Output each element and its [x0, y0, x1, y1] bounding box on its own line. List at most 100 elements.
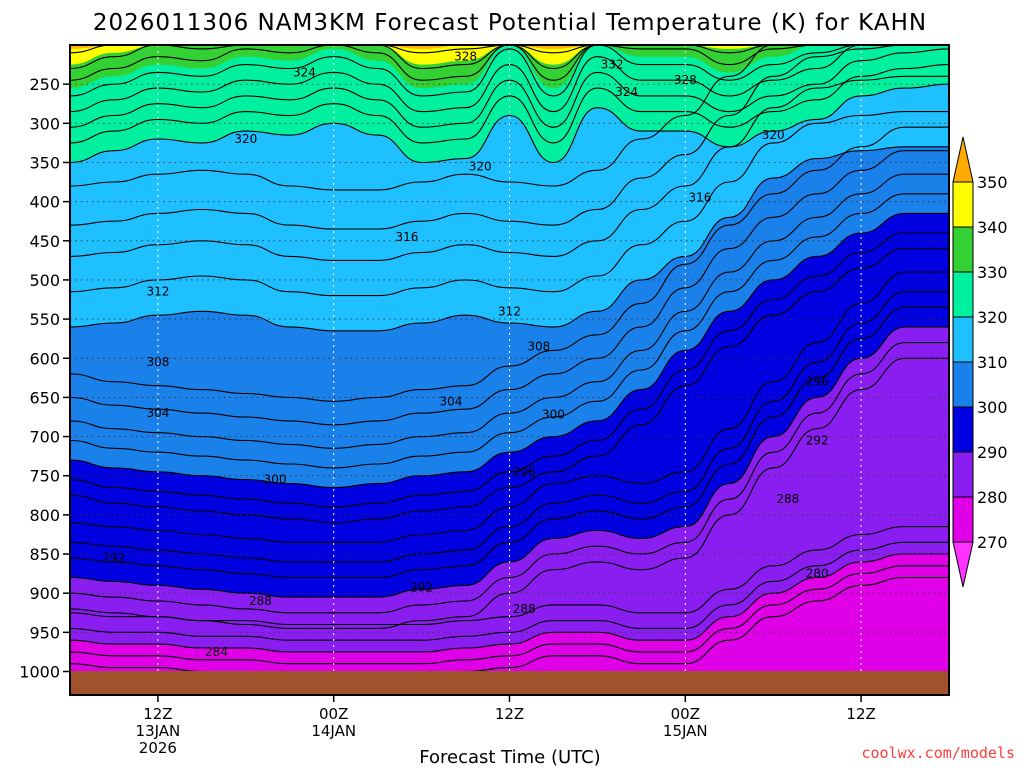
isoline — [70, 111, 949, 297]
y-tick-label: 250 — [29, 75, 60, 94]
contour-label: 280 — [806, 567, 829, 581]
credit-text[interactable]: coolwx.com/models — [861, 744, 1015, 762]
contour-label: 288 — [249, 594, 272, 608]
contour-label: 332 — [601, 58, 624, 72]
isoline — [70, 48, 949, 128]
isoline — [70, 212, 949, 489]
isoline — [70, 64, 949, 144]
y-tick-label: 550 — [29, 310, 60, 329]
band-330-340 — [70, 45, 949, 89]
isoline — [70, 357, 949, 629]
isoline — [70, 83, 949, 164]
isoline — [70, 306, 949, 579]
contour-label: 328 — [454, 50, 477, 64]
y-tick-label: 650 — [29, 388, 60, 407]
colorbar-max-arrow — [952, 136, 974, 183]
isoline — [70, 291, 949, 563]
x-tick-label: 12Z — [495, 705, 524, 723]
ground-surface — [70, 671, 949, 695]
contour-label: 296 — [513, 465, 536, 479]
x-axis-title: Forecast Time (UTC) — [419, 747, 600, 768]
contour-label: 292 — [410, 581, 433, 595]
isoline — [70, 146, 949, 332]
isoline — [70, 45, 949, 230]
band-270-280 — [70, 554, 949, 695]
contour-label: 304 — [146, 406, 169, 420]
contour-label: 300 — [542, 408, 565, 422]
isoline — [70, 271, 949, 543]
colorbar-segment — [952, 226, 974, 273]
contour-label: 288 — [776, 492, 799, 506]
colorbar-segment — [952, 361, 974, 408]
contour-label: 320 — [762, 128, 785, 142]
isoline — [70, 126, 949, 402]
colorbar-min-arrow — [952, 541, 974, 588]
contour-label: 288 — [513, 602, 536, 616]
colorbar-segment — [952, 451, 974, 498]
x-tick-label: 00Z — [319, 705, 348, 723]
chart-title: 2026011306 NAM3KM Forecast Potential Tem… — [93, 10, 927, 36]
isoline — [70, 541, 949, 641]
y-tick-label: 500 — [29, 271, 60, 290]
x-tick-label: 15JAN — [663, 722, 708, 740]
colorbar-segment — [952, 316, 974, 363]
y-tick-label: 850 — [29, 545, 60, 564]
contour-label: 312 — [498, 304, 521, 318]
colorbar: 270 280 290 300 310 320 330 340 350 — [952, 136, 1008, 588]
colorbar-label: 350 — [977, 173, 1008, 192]
contour-label: 292 — [102, 551, 125, 565]
contour-label: 308 — [527, 340, 550, 354]
contour-label: 320 — [234, 132, 257, 146]
contour-labels: 328 324 332 328 324 320 320 320 316 316 312 312 308 3… — [102, 50, 828, 659]
isoline — [70, 150, 949, 426]
colorbar-label: 330 — [977, 263, 1008, 282]
colorbar-segment — [952, 496, 974, 543]
colorbar-segment — [952, 271, 974, 318]
contour-label: 296 — [806, 375, 829, 389]
colorbar-label: 320 — [977, 308, 1008, 327]
contour-label: 320 — [469, 159, 492, 173]
y-tick-label: 600 — [29, 349, 60, 368]
band-280-290 — [70, 326, 949, 695]
y-tick-label: 700 — [29, 428, 60, 447]
contour-label: 308 — [146, 355, 169, 369]
isoline — [70, 342, 949, 614]
isoline — [70, 193, 949, 469]
plot-area — [70, 45, 949, 695]
x-tick-label: 12Z — [143, 705, 172, 723]
y-tick-label: 350 — [29, 153, 60, 172]
y-tick-label: 1000 — [19, 663, 60, 682]
y-axis: 250 300 350 400 450 500 550 600 650 700 750 800 850 9… — [19, 75, 70, 682]
grid-lines — [70, 45, 949, 695]
contour-label: 324 — [615, 85, 638, 99]
contour-label: 324 — [293, 65, 316, 79]
isoline — [70, 553, 949, 653]
x-tick-label: 12Z — [846, 705, 875, 723]
contour-label: 284 — [205, 645, 228, 659]
y-tick-label: 750 — [29, 467, 60, 486]
contour-label: 316 — [395, 230, 418, 244]
contour-label: 304 — [439, 394, 462, 408]
isoline — [70, 45, 949, 81]
y-tick-label: 300 — [29, 114, 60, 133]
colorbar-label: 310 — [977, 353, 1008, 372]
colorbar-label: 290 — [977, 443, 1008, 462]
isoline — [70, 45, 949, 97]
isoline — [70, 232, 949, 508]
contour-label: 328 — [674, 73, 697, 87]
isoline — [70, 45, 949, 113]
contour-label: 300 — [264, 473, 287, 487]
colorbar-label: 270 — [977, 533, 1008, 552]
isoline — [70, 45, 949, 191]
isoline — [70, 248, 949, 524]
colorbar-segment — [952, 181, 974, 228]
y-tick-label: 950 — [29, 623, 60, 642]
isolines — [70, 45, 949, 676]
y-tick-label: 400 — [29, 193, 60, 212]
y-tick-label: 450 — [29, 232, 60, 251]
y-tick-label: 900 — [29, 584, 60, 603]
x-tick-label: 14JAN — [311, 722, 356, 740]
y-tick-label: 800 — [29, 506, 60, 525]
